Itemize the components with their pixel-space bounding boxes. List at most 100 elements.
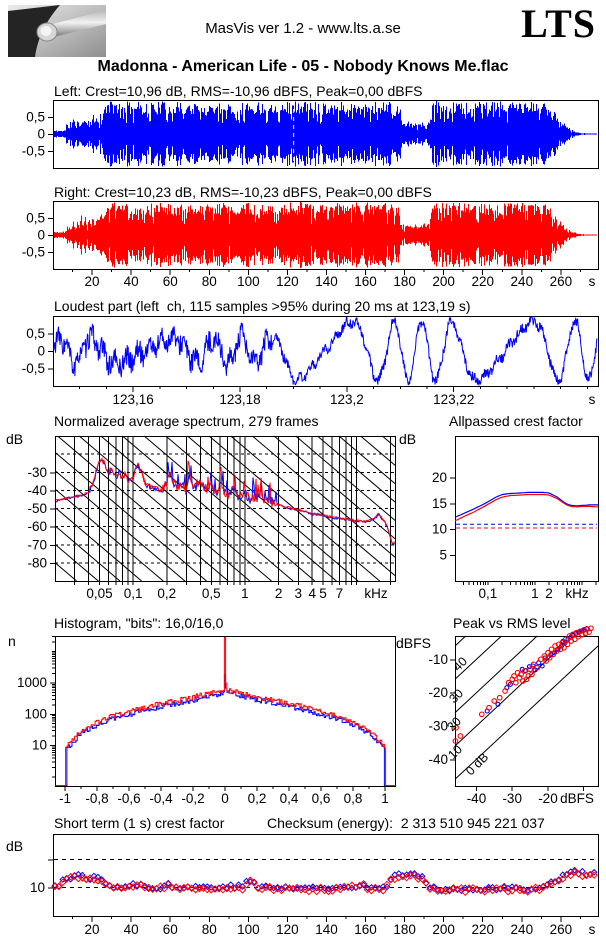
peak-rms-point-right <box>457 733 464 739</box>
histogram-xtick-label: -0,6 <box>117 791 140 806</box>
histogram-curve-right <box>55 636 395 786</box>
loudest-ytick-label: 0 <box>37 344 45 359</box>
allpassed-xtick-label: 1 <box>531 586 539 601</box>
waveform-right-waveform <box>54 202 597 268</box>
loudest-frame <box>53 316 599 387</box>
time-axis-label: 200 <box>432 274 455 289</box>
short-term-ytick-label: 10 <box>30 880 45 895</box>
short-term-xtick-label: 80 <box>202 922 217 937</box>
short-term-title: Short term (1 s) crest factor <box>54 815 225 831</box>
spectrum-xtick-label: 0,5 <box>202 586 221 601</box>
spectrum-grid-diagonal <box>54 507 142 582</box>
spectrum-curve-right <box>54 456 396 546</box>
waveform-left-ytick-label: 0,5 <box>26 110 45 125</box>
time-axis-label: 240 <box>511 274 534 289</box>
allpassed-ytick-label: 5 <box>439 548 447 563</box>
spectrum-grid-diagonal <box>230 435 396 576</box>
waveform-right-ytick-label: 0 <box>37 228 45 243</box>
peak-rms-point-right <box>530 661 537 668</box>
short-term-xtick-label: 120 <box>276 922 299 937</box>
time-axis-label: 40 <box>124 274 139 289</box>
peak-rms-point-right <box>452 738 459 744</box>
peak-xtick-label: -30 <box>502 791 522 806</box>
spectrum-xtick-label: 0,1 <box>124 586 143 601</box>
histogram-ytick-label: 10 <box>32 738 47 753</box>
time-axis-label: 60 <box>163 274 178 289</box>
time-axis-label: 100 <box>237 274 260 289</box>
short-term-xtick-label: 40 <box>124 922 139 937</box>
spectrum-xtick-label: 2 <box>275 586 283 601</box>
time-axis-label: 120 <box>276 274 299 289</box>
time-axis-label: 140 <box>315 274 338 289</box>
short-term-xtick-label: 220 <box>471 922 494 937</box>
peak-rms-point-right <box>496 694 503 701</box>
spectrum-grid-diagonal <box>54 525 121 582</box>
peak-rms-point-right <box>537 656 544 663</box>
peak-rms-point-right <box>559 639 566 646</box>
spectrum-grid-diagonal <box>252 435 396 558</box>
spectrum-ytick-label: -50 <box>27 501 47 516</box>
peak-rms-point-right <box>511 673 517 679</box>
peak-vs-rms-frame <box>455 636 599 787</box>
spectrum-grid-diagonal <box>317 435 396 503</box>
time-axis-label: 160 <box>354 274 377 289</box>
histogram-xtick-label: -1 <box>59 791 71 806</box>
short-term-xtick-label: 160 <box>354 922 377 937</box>
lts-brand-text: LTS <box>521 1 596 46</box>
time-axis-unit: s <box>589 274 596 289</box>
peak-rms-point-right <box>541 653 548 659</box>
histogram-xtick-label: 0,2 <box>248 791 267 806</box>
allpassed-frame <box>455 436 599 582</box>
loudest-ytick-label: 0,5 <box>26 326 45 341</box>
peak-rms-point-right <box>491 698 498 704</box>
spectrum-grid-diagonal <box>54 488 164 582</box>
short-term-xtick-label: 260 <box>550 922 573 937</box>
diagonal-label: 0 dB <box>463 750 491 778</box>
peak-rms-point-right <box>518 671 524 678</box>
spectrum-frame <box>55 436 396 582</box>
spectrum-xtick-label: 7 <box>336 586 344 601</box>
spectrum-x-unit: kHz <box>364 586 387 601</box>
left-channel-stats: Left: Crest=10,96 dB, RMS=-10,96 dBFS, P… <box>54 83 423 99</box>
short-term-frame <box>53 834 599 917</box>
spectrum-grid-diagonal <box>54 451 207 582</box>
logo-dark-region <box>8 5 60 57</box>
short-term-points-right <box>51 868 598 897</box>
allpassed-xtick-label: 0,1 <box>478 586 497 601</box>
peak-rms-point-right <box>486 704 492 711</box>
track-title: Madonna - American Life - 05 - Nobody Kn… <box>97 58 509 75</box>
peak-vs-rms-title: Peak vs RMS level <box>453 615 571 631</box>
spectrum-grid-diagonal <box>187 435 359 582</box>
histogram-ytick-label: 100 <box>24 706 47 721</box>
time-axis-label: 260 <box>550 274 573 289</box>
diagonal-label: 40 <box>450 654 470 674</box>
peak-vs-rms-diagonal <box>454 635 538 714</box>
allpassed-db-label: dB <box>399 431 417 447</box>
peak-ytick-label: -20 <box>428 685 448 700</box>
allpassed-ytick-label: 10 <box>432 522 447 537</box>
histogram-xtick-label: 0,4 <box>280 791 299 806</box>
peak-rms-point-right <box>543 658 550 664</box>
loudest-xtick-label: 123,16 <box>112 392 153 407</box>
allpassed-ytick-label: 20 <box>432 470 447 485</box>
waveform-right-ytick-label: 0,5 <box>26 211 45 226</box>
peak-rms-point-right <box>545 649 551 656</box>
short-term-xtick-label: 20 <box>85 922 100 937</box>
spectrum-xtick-label: 4 <box>308 586 316 601</box>
waveform-left-frame <box>53 100 599 169</box>
peak-rms-point-right <box>562 636 569 643</box>
allpassed-xtick-label: 2 <box>545 586 553 601</box>
spectrum-grid-diagonal <box>143 435 316 582</box>
peak-xtick-label: -20 <box>538 791 558 806</box>
histogram-xtick-label: -0,2 <box>181 791 204 806</box>
loudest-ytick-label: -0,5 <box>22 361 45 376</box>
spectrum-grid-diagonal <box>273 435 396 540</box>
peak-rms-point-right <box>550 651 557 658</box>
spectrum-grid-diagonal <box>122 435 294 582</box>
peak-vs-rms-diagonal <box>454 635 502 680</box>
short-term-xtick-label: 140 <box>315 922 338 937</box>
time-axis-label: 220 <box>471 274 494 289</box>
spectrum-grid-diagonal <box>360 435 396 466</box>
